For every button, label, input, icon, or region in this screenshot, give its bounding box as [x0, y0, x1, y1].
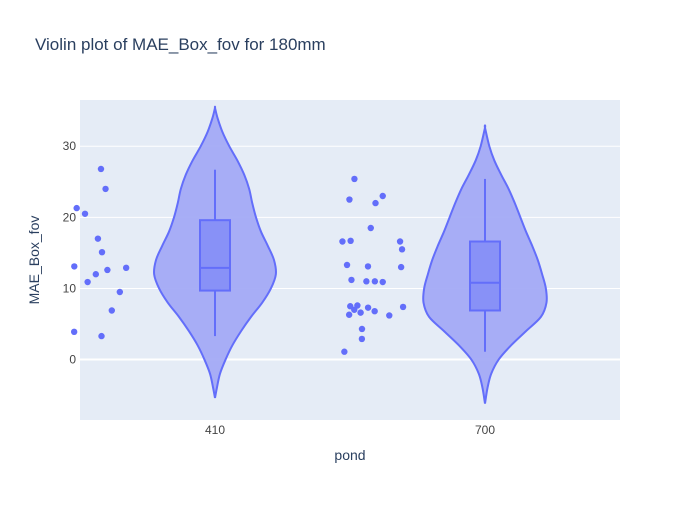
- data-point: [102, 185, 109, 193]
- x-tick-label: 700: [475, 423, 495, 437]
- x-tick-label: 410: [205, 423, 225, 437]
- data-point: [98, 248, 106, 256]
- data-point: [397, 263, 405, 271]
- data-point: [396, 238, 404, 245]
- violin-group-410: [70, 105, 277, 399]
- data-point: [399, 303, 407, 311]
- data-point: [97, 165, 105, 173]
- data-point: [364, 304, 372, 311]
- data-point: [347, 237, 354, 244]
- data-point: [379, 278, 386, 286]
- data-point: [372, 199, 379, 207]
- data-point: [94, 235, 102, 242]
- data-point: [343, 261, 351, 269]
- y-tick-label: 0: [69, 353, 76, 367]
- x-axis-ticks: 410 700: [205, 423, 495, 437]
- data-point: [346, 196, 353, 203]
- data-point: [341, 348, 348, 355]
- data-point: [345, 311, 353, 318]
- data-point: [367, 224, 374, 232]
- y-axis-label: MAE_Box_fov: [26, 216, 42, 305]
- data-point: [364, 263, 372, 270]
- data-point: [379, 192, 386, 200]
- y-tick-label: 20: [63, 210, 77, 224]
- data-point: [339, 238, 346, 245]
- data-point: [357, 309, 364, 316]
- data-point: [386, 312, 393, 319]
- data-point: [371, 308, 378, 315]
- data-point: [92, 271, 100, 278]
- data-point: [363, 278, 370, 285]
- data-point: [116, 288, 124, 296]
- chart-title: Violin plot of MAE_Box_fov for 180mm: [35, 35, 326, 54]
- data-point: [351, 175, 358, 183]
- data-point: [358, 335, 366, 343]
- box: [469, 240, 501, 312]
- data-point: [71, 263, 78, 270]
- data-point: [371, 278, 379, 285]
- data-point: [81, 210, 89, 217]
- violins: [70, 105, 548, 404]
- x-axis-label: pond: [334, 447, 365, 463]
- data-point: [104, 266, 111, 274]
- data-point: [351, 306, 358, 313]
- y-tick-label: 10: [63, 281, 77, 295]
- data-point: [98, 332, 105, 340]
- data-point: [73, 204, 80, 212]
- y-tick-label: 30: [63, 139, 77, 153]
- y-axis-ticks: 0 10 20 30: [63, 139, 77, 366]
- data-point: [84, 278, 91, 286]
- data-point: [348, 276, 355, 284]
- data-point: [398, 246, 406, 253]
- box: [199, 219, 231, 292]
- data-point: [70, 328, 78, 336]
- data-point: [358, 325, 366, 333]
- data-point: [122, 264, 130, 272]
- data-point: [108, 307, 116, 314]
- violin-group-700: [339, 124, 548, 404]
